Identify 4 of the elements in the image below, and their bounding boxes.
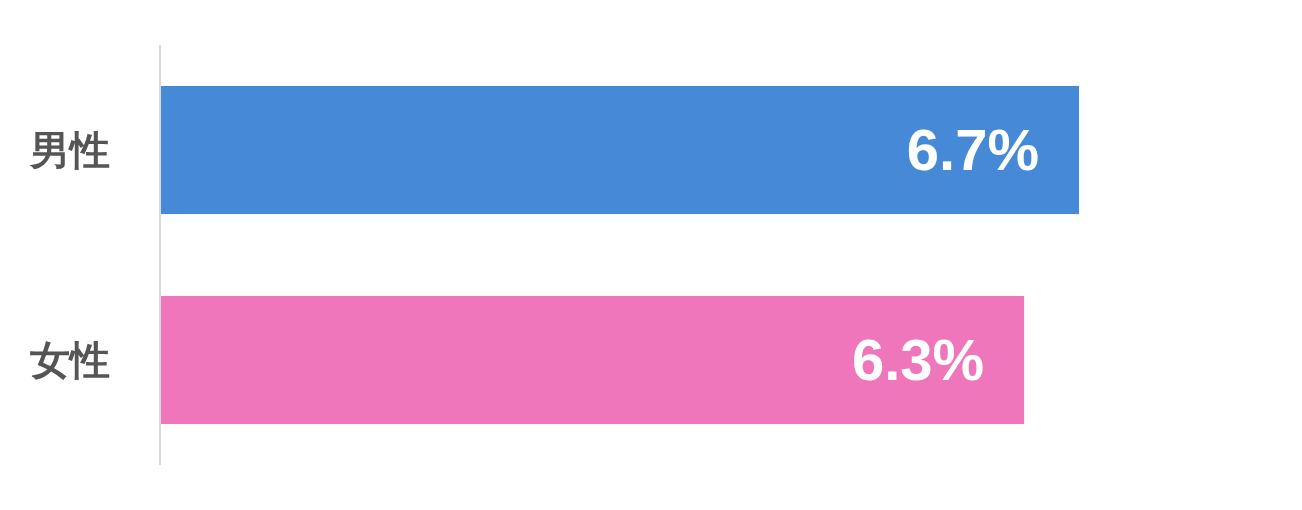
y-tick-label: 男性 [29, 127, 110, 173]
y-tick-label: 女性 [30, 337, 110, 383]
data-label: 6.7% [906, 117, 1039, 182]
data-label: 6.3% [851, 327, 985, 392]
